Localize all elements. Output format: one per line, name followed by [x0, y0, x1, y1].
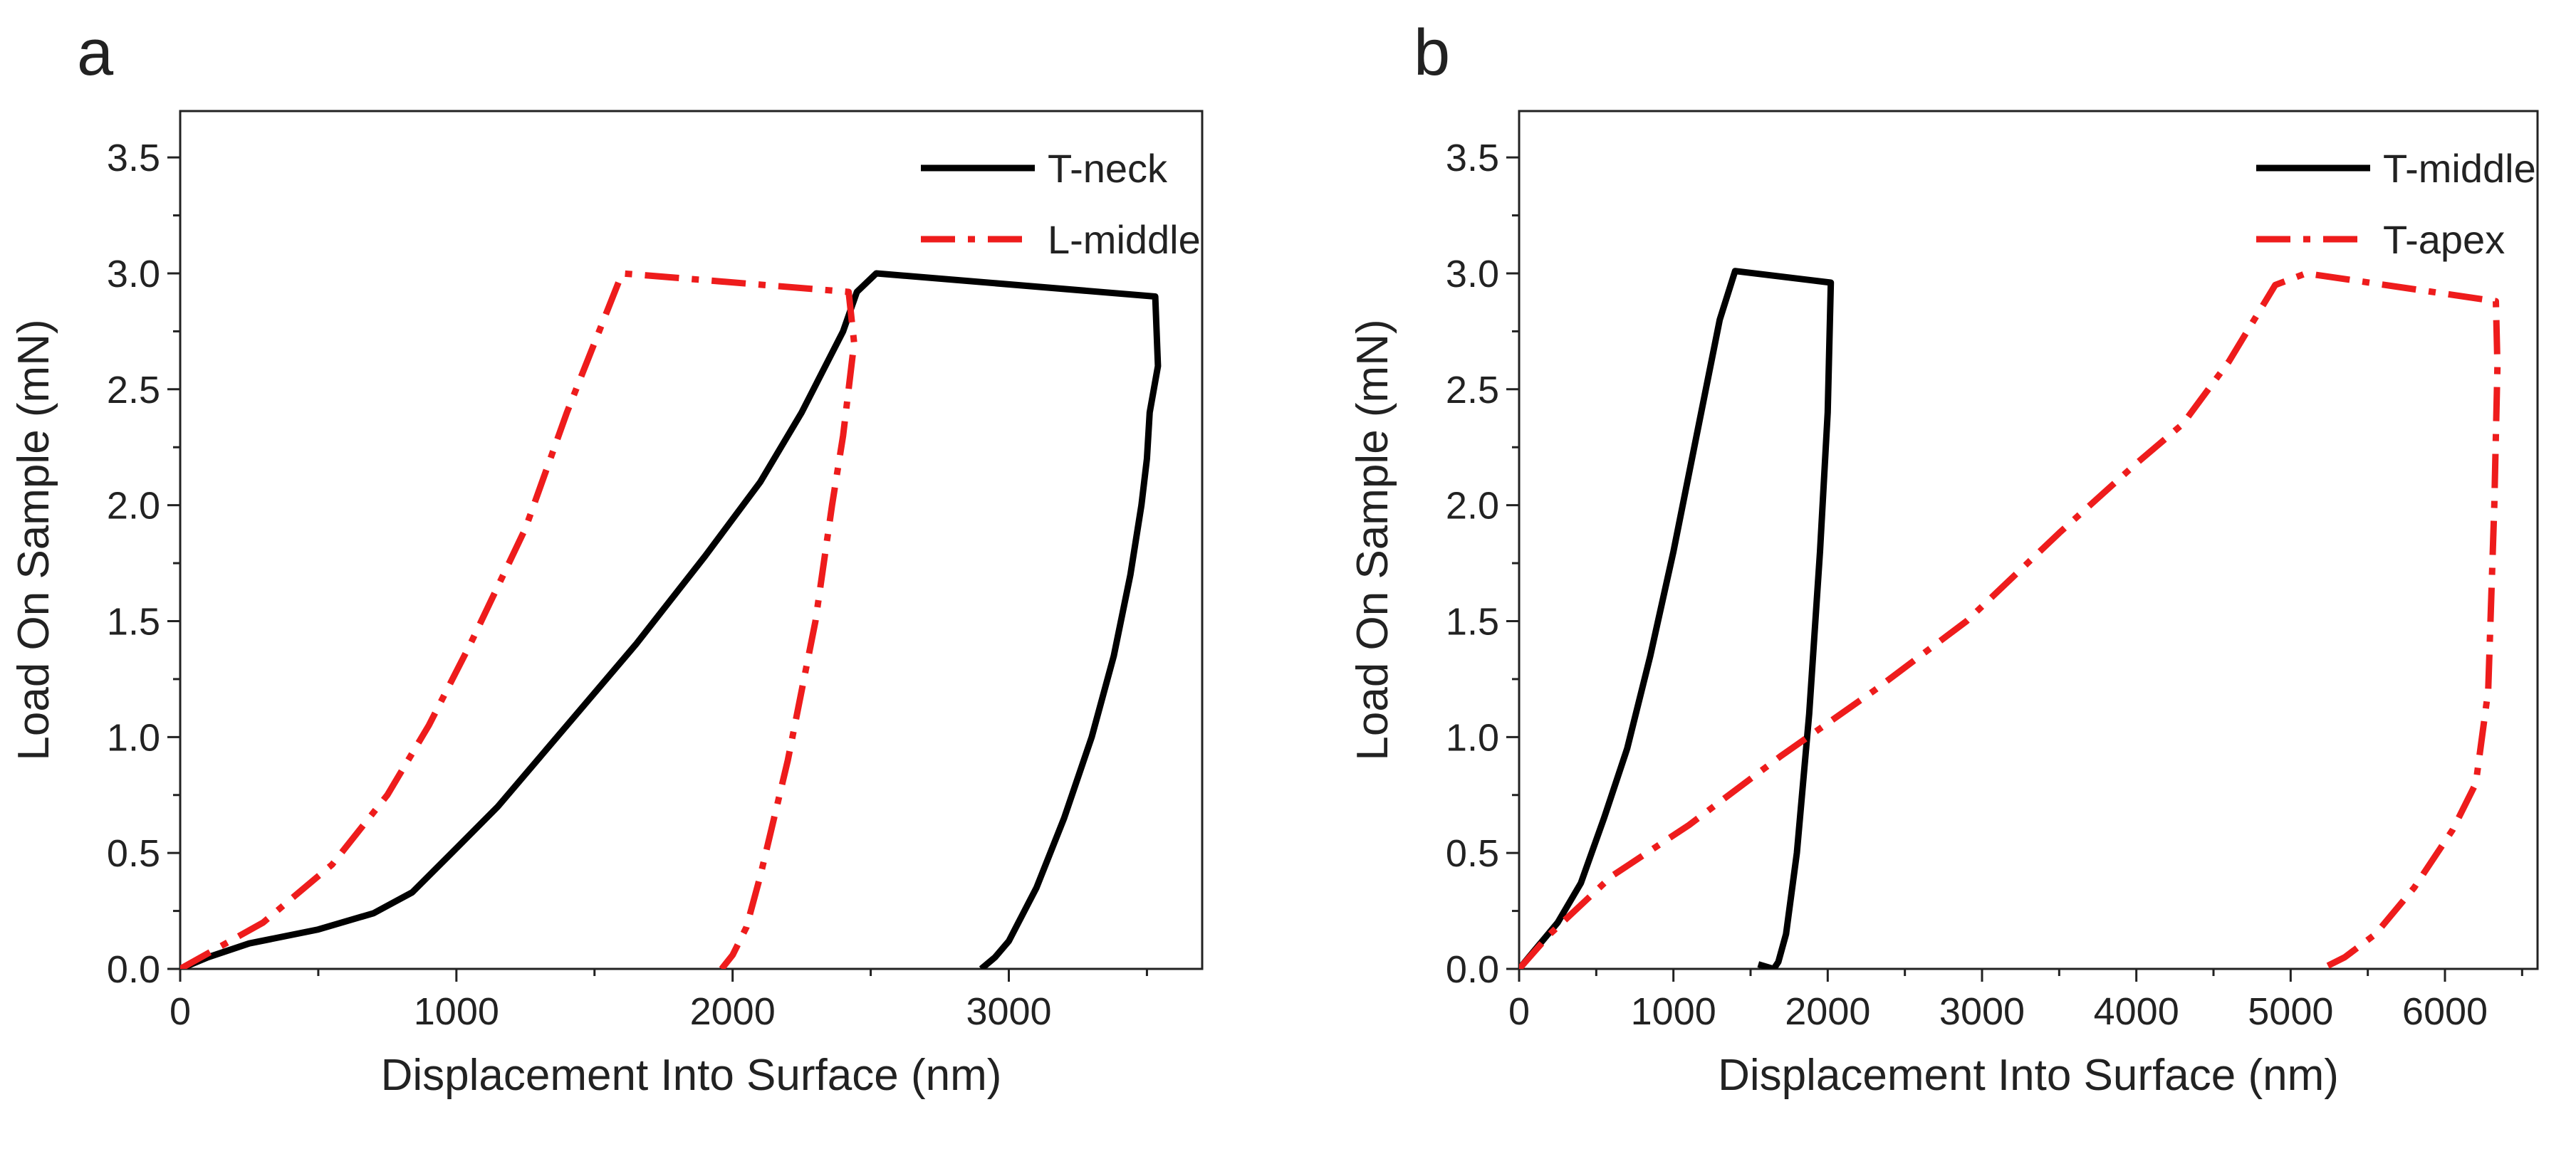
x-tick-label: 1000 — [1631, 990, 1716, 1033]
y-tick-label: 2.5 — [1446, 369, 1499, 411]
plot-frame — [179, 110, 1204, 970]
chart-panel-b: b 0 1000 2000 3000 4000 5000 6000 0.0 0.5 1.0 1.5 2.… — [1348, 16, 2539, 1100]
x-tick-label: 4000 — [2094, 990, 2179, 1033]
legend-label: T-apex — [2383, 217, 2505, 262]
x-axis-label: Displacement Into Surface (nm) — [1718, 1051, 2339, 1100]
y-tick-label: 2.5 — [107, 369, 160, 411]
y-tick-label: 1.0 — [1446, 716, 1499, 759]
y-tick-label: 2.0 — [1446, 485, 1499, 528]
series-line-t-middle — [1519, 268, 1835, 969]
x-tick-label: 3000 — [1939, 990, 2025, 1033]
y-tick-label: 1.5 — [1446, 600, 1499, 643]
series-line-t-apex — [1519, 270, 2501, 969]
y-tick-label: 3.5 — [107, 137, 160, 179]
y-tick-label: 2.0 — [107, 485, 160, 528]
y-tick-label: 3.5 — [1446, 137, 1499, 179]
y-tick-label: 3.0 — [107, 253, 160, 295]
y-axis-label: Load On Sample (mN) — [9, 319, 58, 760]
x-axis-label: Displacement Into Surface (nm) — [381, 1051, 1002, 1100]
panel-letter: a — [77, 16, 114, 89]
y-tick-label: 0.5 — [107, 832, 160, 875]
chart-panel-a: a 0 1000 2000 3000 0.0 0.5 1.0 1.5 2.0 2.5 3.0 3.5 Di… — [9, 16, 1204, 1100]
legend-label: T-middle — [2383, 146, 2536, 191]
x-tick-label: 0 — [170, 990, 191, 1033]
series-line-t-neck — [180, 270, 1162, 969]
y-tick-label: 1.5 — [107, 600, 160, 643]
y-axis-label: Load On Sample (mN) — [1348, 319, 1397, 760]
y-tick-label: 1.0 — [107, 716, 160, 759]
y-tick-label: 0.5 — [1446, 832, 1499, 875]
legend-label: T-neck — [1048, 146, 1168, 191]
x-tick-label: 2000 — [690, 990, 776, 1033]
series-line-l-middle — [180, 270, 857, 969]
panel-letter: b — [1414, 16, 1450, 89]
legend-label: L-middle — [1048, 217, 1201, 262]
x-tick-label: 1000 — [414, 990, 499, 1033]
plot-frame — [1518, 110, 2539, 970]
y-tick-label: 3.0 — [1446, 253, 1499, 295]
x-tick-label: 0 — [1508, 990, 1530, 1033]
y-tick-label: 0.0 — [1446, 948, 1499, 991]
x-tick-label: 5000 — [2248, 990, 2333, 1033]
y-tick-label: 0.0 — [107, 948, 160, 991]
x-tick-label: 3000 — [966, 990, 1051, 1033]
x-tick-label: 2000 — [1785, 990, 1870, 1033]
x-tick-label: 6000 — [2402, 990, 2488, 1033]
